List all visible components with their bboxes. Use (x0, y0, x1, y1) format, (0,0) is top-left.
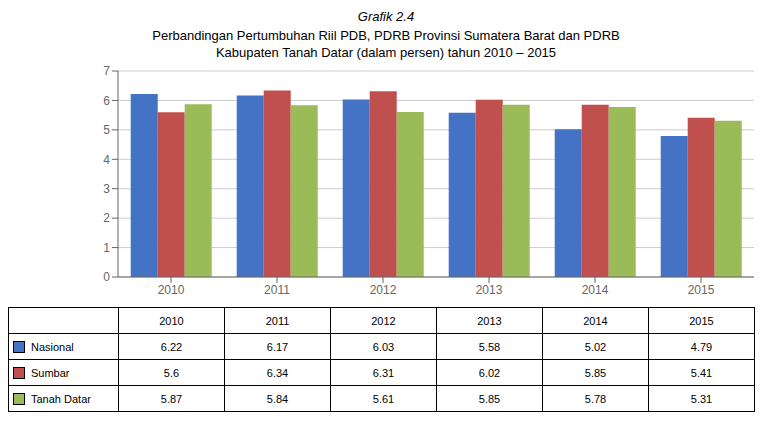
html-text:Tanah Datar: Tanah Datar (31, 393, 91, 405)
svg-text:2: 2 (103, 211, 110, 225)
html-text:2011: 2011 (265, 314, 290, 327)
html-text:Perbandingan Pertumbuhan Riil: Perbandingan Pertumbuhan Riil PDB, PDRB … (152, 28, 620, 60)
html-text:Sumbar: Sumbar (31, 367, 70, 379)
html-text:5.84: 5.84 (266, 392, 289, 405)
html-text:2014: 2014 (583, 314, 608, 327)
html-text:5.85: 5.85 (584, 366, 607, 379)
svg-text:1: 1 (103, 241, 110, 255)
html-text:2013: 2013 (477, 314, 502, 327)
svg-text:3: 3 (103, 182, 110, 196)
html-text:6.17: 6.17 (266, 340, 289, 353)
svg-text:2012: 2012 (370, 283, 397, 297)
html-text:6.31: 6.31 (372, 366, 395, 379)
html-text:5.58: 5.58 (478, 340, 501, 353)
html-text:6.34: 6.34 (266, 366, 289, 379)
html-text:5.85: 5.85 (478, 392, 501, 405)
html-text:5.87: 5.87 (160, 392, 183, 405)
html-text:5.6: 5.6 (163, 366, 180, 379)
html-text:6.03: 6.03 (372, 340, 395, 353)
html-text:5.02: 5.02 (584, 340, 607, 353)
html-text:6.02: 6.02 (478, 366, 501, 379)
svg-text:5: 5 (103, 123, 110, 137)
svg-text:2010: 2010 (158, 283, 185, 297)
svg-text:2013: 2013 (476, 283, 503, 297)
svg-text:6: 6 (103, 94, 110, 108)
html-text:5.61: 5.61 (372, 392, 395, 405)
html-text:2015: 2015 (689, 314, 714, 327)
html-text:5.41: 5.41 (690, 366, 713, 379)
html-text:5.31: 5.31 (690, 392, 713, 405)
html-text:4.79: 4.79 (690, 340, 713, 353)
html-text:6.22: 6.22 (160, 340, 183, 353)
svg-text:0: 0 (103, 270, 110, 284)
svg-text:7: 7 (103, 64, 110, 78)
html-text:2010: 2010 (159, 314, 184, 327)
svg-text:2014: 2014 (582, 283, 609, 297)
svg-text:2015: 2015 (688, 283, 715, 297)
html-text:Nasional: Nasional (31, 341, 74, 353)
html-text:Grafik 2.4: Grafik 2.4 (357, 9, 415, 24)
svg-text:4: 4 (103, 153, 110, 167)
html-text:5.78: 5.78 (584, 392, 607, 405)
html-text:2012: 2012 (371, 314, 396, 327)
svg-text:2011: 2011 (264, 283, 290, 297)
